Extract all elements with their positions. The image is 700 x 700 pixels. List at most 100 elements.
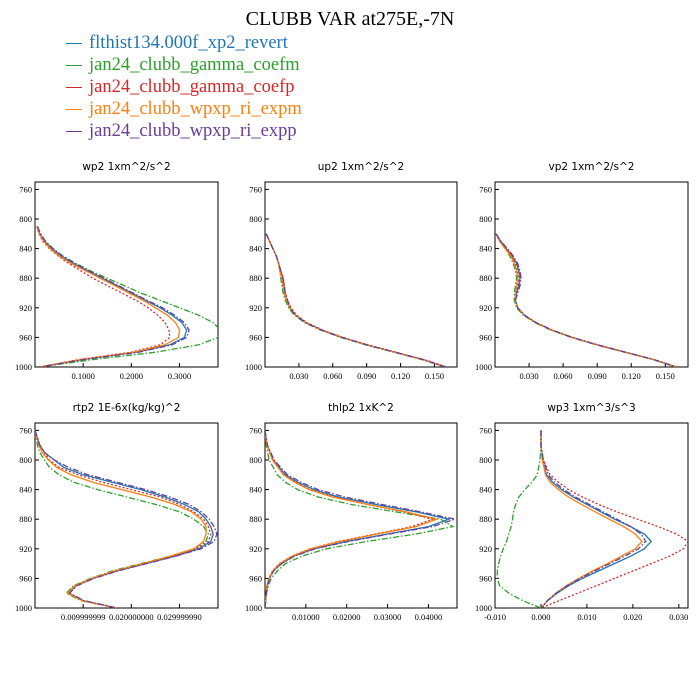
y-tick-label: 920 [479,544,492,554]
panel-title: thlp2 1xK^2 [328,402,394,414]
series-line [36,226,190,367]
legend-item: jan24_clubb_wpxp_ri_expm [66,98,302,120]
x-tick-label: 0.3000 [168,371,191,381]
x-tick-label: 0.150 [656,371,675,381]
series-line [495,233,677,367]
x-tick-label: 0.2000 [120,371,143,381]
legend-swatch [66,108,82,110]
y-tick-label: 960 [479,573,492,583]
y-tick-label: 800 [249,214,262,224]
panel-title: vp2 1xm^2/s^2 [549,161,635,173]
series-line [496,430,542,608]
panel-2: up2 1xm^2/s^2 760 800 840 880 920 960 1000 0.030… [245,161,458,381]
series-line [35,430,212,608]
legend-label: jan24_clubb_gamma_coefm [89,55,300,75]
x-tick-label: 0.030 [289,371,308,381]
x-tick-label: -0.010 [484,612,506,622]
y-tick-label: 800 [249,455,262,465]
x-tick-label: 0.009999999 [61,612,106,622]
y-tick-label: 800 [479,455,492,465]
legend-swatch [66,64,82,66]
legend: flthist134.000f_xp2_revert jan24_clubb_ga… [66,32,302,142]
x-tick-label: 0.04000 [415,612,443,622]
y-tick-label: 840 [479,244,492,254]
legend-item: jan24_clubb_wpxp_ri_expp [66,120,302,142]
x-tick-label: 0.120 [622,371,641,381]
x-tick-label: 0.090 [357,371,376,381]
plot-frame [34,181,219,368]
series-line [265,233,445,367]
legend-swatch [66,42,82,44]
plot-frame [264,181,458,368]
x-tick-label: 0.02000 [333,612,361,622]
series-line [265,430,435,608]
series-line [36,226,218,367]
y-tick-label: 800 [19,455,32,465]
y-tick-label: 960 [19,332,32,342]
series-line [265,233,446,367]
y-tick-label: 920 [19,303,32,313]
y-tick-label: 920 [249,544,262,554]
panel-title: wp2 1xm^2/s^2 [82,161,170,173]
series-line [35,430,214,608]
x-tick-label: 0.120 [391,371,410,381]
plot-frame [264,422,458,609]
y-tick-label: 920 [479,303,492,313]
y-tick-label: 880 [479,273,492,283]
x-tick-label: 0.030 [669,612,688,622]
plot-frame [34,422,219,609]
y-tick-label: 960 [19,573,32,583]
x-tick-label: 0.020000000 [109,612,154,622]
y-tick-label: 840 [19,244,32,254]
x-tick-label: 0.020 [623,612,642,622]
legend-item: flthist134.000f_xp2_revert [66,32,302,54]
legend-label: jan24_clubb_gamma_coefp [89,77,295,97]
y-tick-label: 880 [249,273,262,283]
plot-frame [494,422,689,609]
y-tick-label: 760 [249,184,262,194]
y-tick-label: 760 [19,184,32,194]
panel-3: vp2 1xm^2/s^2 760 800 840 880 920 960 1000 0.030… [475,161,689,381]
y-tick-label: 1000 [15,362,32,372]
panel-5: thlp2 1xK^2 760 800 840 880 920 960 1000 0.01000… [245,402,458,622]
x-tick-label: 0.1000 [71,371,94,381]
legend-swatch [66,86,82,88]
y-tick-label: 1000 [245,603,262,613]
y-tick-label: 1000 [245,362,262,372]
y-tick-label: 920 [19,544,32,554]
legend-item: jan24_clubb_gamma_coefp [66,76,302,98]
y-tick-label: 880 [19,273,32,283]
figure-title: CLUBB VAR at275E,-7N [245,8,455,30]
series-line [495,233,677,367]
legend-swatch [66,130,82,132]
y-tick-label: 1000 [15,603,32,613]
series-line [265,233,448,367]
plot-frame [494,181,689,368]
y-tick-label: 880 [19,514,32,524]
panel-6: wp3 1xm^3/s^3 760 800 840 880 920 960 1000-0.01… [475,402,689,622]
series-line [495,233,677,367]
y-tick-label: 800 [479,214,492,224]
panel-title: wp3 1xm^3/s^3 [547,402,635,414]
legend-label: flthist134.000f_xp2_revert [89,33,288,53]
series-line [265,430,455,608]
y-tick-label: 840 [249,485,262,495]
y-tick-label: 880 [249,514,262,524]
y-tick-label: 840 [19,485,32,495]
series-line [35,430,210,608]
series-line [495,233,676,367]
y-tick-label: 800 [19,214,32,224]
series-line [540,430,688,608]
series-line [35,430,207,608]
x-tick-label: 0.010 [577,612,596,622]
series-line [265,430,452,608]
series-line [540,430,653,608]
y-tick-label: 760 [249,425,262,435]
x-tick-label: 0.060 [323,371,342,381]
legend-label: jan24_clubb_wpxp_ri_expp [89,121,297,141]
x-tick-label: 0.150 [425,371,444,381]
y-tick-label: 880 [479,514,492,524]
series-line [495,233,677,367]
series-line [35,430,218,608]
